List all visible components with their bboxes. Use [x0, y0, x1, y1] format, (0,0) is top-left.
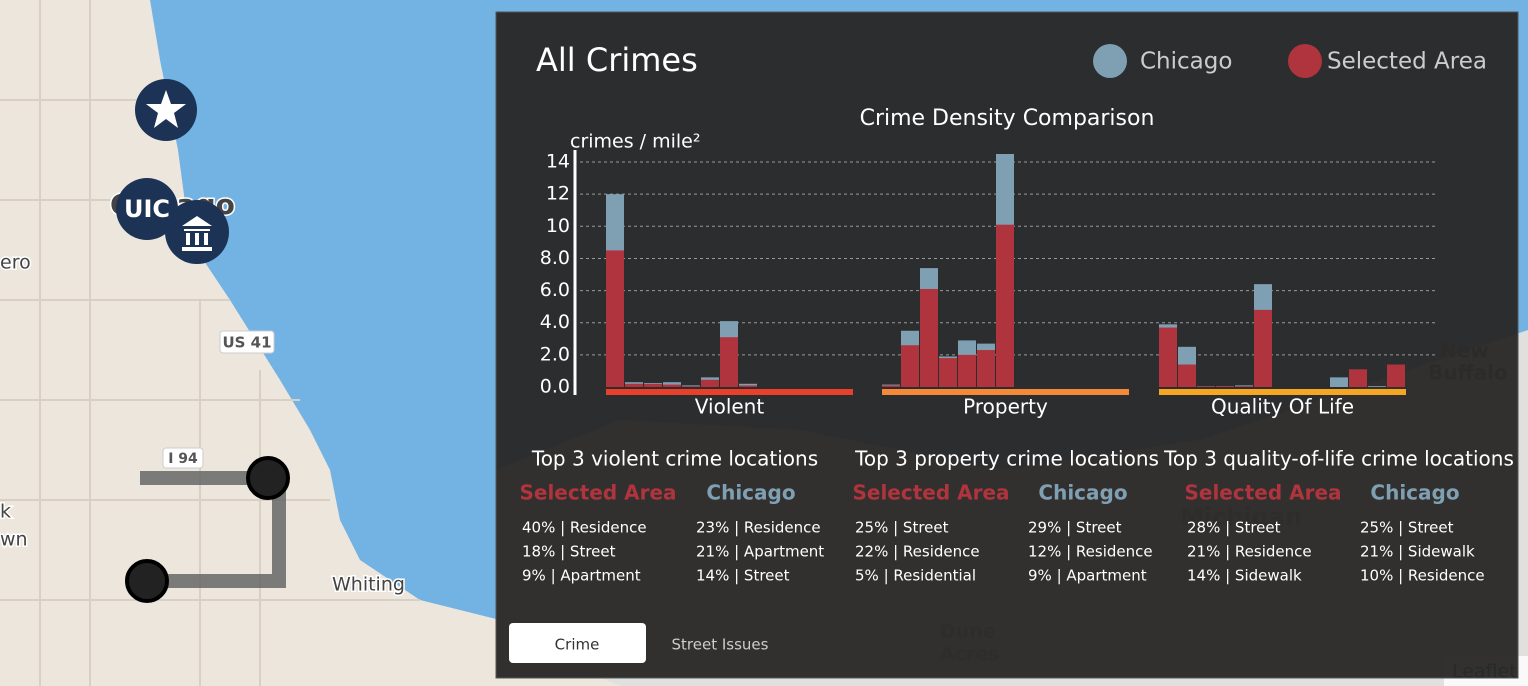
- bar: [663, 384, 681, 387]
- tab-active[interactable]: [509, 623, 646, 663]
- location-row: 21% | Apartment: [696, 543, 824, 561]
- map-label: wn: [0, 529, 28, 551]
- locations-heading: Top 3 property crime locations: [854, 447, 1159, 471]
- locations-heading: Top 3 quality-of-life crime locations: [1163, 447, 1514, 471]
- map-label: Whiting: [332, 574, 405, 596]
- group-underline: [1159, 389, 1406, 395]
- bar: [1178, 364, 1196, 387]
- y-tick-label: 14: [546, 151, 570, 173]
- location-row: 28% | Street: [1187, 519, 1281, 537]
- bar: [720, 337, 738, 387]
- group-label: Quality Of Life: [1211, 395, 1354, 419]
- selected-heading: Selected Area: [852, 481, 1009, 505]
- bar: [1387, 364, 1405, 387]
- locations-heading: Top 3 violent crime locations: [531, 447, 818, 471]
- bar: [1235, 386, 1253, 387]
- bar: [1368, 386, 1386, 387]
- map-label: ero: [0, 252, 31, 274]
- bar: [606, 250, 624, 387]
- group-underline: [882, 389, 1129, 395]
- location-row: 21% | Residence: [1187, 543, 1312, 561]
- map-marker[interactable]: [165, 200, 229, 264]
- y-tick-label: 0.0: [540, 376, 570, 398]
- group-underline: [606, 389, 853, 395]
- chicago-heading: Chicago: [1370, 481, 1459, 505]
- tab-label[interactable]: Street Issues: [672, 636, 769, 654]
- y-tick-label: 8.0: [540, 247, 570, 269]
- bar: [739, 385, 757, 387]
- location-row: 21% | Sidewalk: [1360, 543, 1475, 561]
- map-label: I 94: [168, 451, 198, 467]
- map-marker[interactable]: [116, 178, 178, 240]
- bar: [939, 358, 957, 387]
- bar: [920, 288, 938, 387]
- location-row: 29% | Street: [1028, 519, 1122, 537]
- y-tick-label: 6.0: [540, 279, 570, 301]
- selection-area: [140, 471, 286, 588]
- marker-label: UIC: [124, 195, 170, 223]
- bar: [977, 350, 995, 387]
- bar: [1254, 309, 1272, 387]
- shield: [162, 447, 204, 469]
- location-row: 10% | Residence: [1360, 567, 1485, 585]
- museum-icon: [182, 216, 212, 251]
- bar: [882, 385, 900, 387]
- location-row: 25% | Street: [1360, 519, 1454, 537]
- bar: [1216, 386, 1234, 387]
- shield: [219, 330, 275, 354]
- location-row: 18% | Street: [522, 543, 616, 561]
- location-row: 5% | Residential: [855, 567, 976, 585]
- bar: [1330, 377, 1348, 387]
- legend-label: Chicago: [1140, 49, 1232, 75]
- bar: [644, 383, 662, 387]
- tab-label[interactable]: Crime: [555, 636, 600, 654]
- bar: [682, 386, 700, 387]
- y-tick-label: 12: [546, 183, 570, 205]
- group-label: Property: [963, 395, 1048, 419]
- location-row: 40% | Residence: [522, 519, 647, 537]
- legend-label: Selected Area: [1327, 49, 1487, 75]
- legend-swatch: [1093, 44, 1127, 78]
- location-row: 23% | Residence: [696, 519, 821, 537]
- location-row: 9% | Apartment: [522, 567, 641, 585]
- chicago-heading: Chicago: [706, 481, 795, 505]
- y-tick-label: 4.0: [540, 311, 570, 333]
- y-tick-label: 2.0: [540, 343, 570, 365]
- location-row: 22% | Residence: [855, 543, 980, 561]
- bar: [701, 379, 719, 387]
- bar: [625, 383, 643, 387]
- location-row: 14% | Street: [696, 567, 790, 585]
- selected-heading: Selected Area: [1184, 481, 1341, 505]
- bar: [1349, 369, 1367, 387]
- bar: [1235, 385, 1253, 387]
- bar: [682, 385, 700, 387]
- bar: [1197, 386, 1215, 387]
- map-label: US 41: [222, 334, 271, 352]
- group-label: Violent: [695, 395, 765, 419]
- location-row: 12% | Residence: [1028, 543, 1153, 561]
- chicago-heading: Chicago: [1038, 481, 1127, 505]
- bar: [996, 224, 1014, 387]
- y-tick-label: 10: [546, 215, 570, 237]
- map-label: k: [0, 501, 11, 523]
- legend-swatch: [1288, 44, 1322, 78]
- location-row: 14% | Sidewalk: [1187, 567, 1302, 585]
- chart-title: Crime Density Comparison: [860, 106, 1155, 131]
- location-row: 9% | Apartment: [1028, 567, 1147, 585]
- selected-heading: Selected Area: [519, 481, 676, 505]
- bar: [901, 345, 919, 387]
- land: [0, 0, 620, 686]
- panel-title: All Crimes: [536, 41, 698, 79]
- selection-handle[interactable]: [246, 456, 290, 500]
- location-row: 25% | Street: [855, 519, 949, 537]
- bar: [958, 354, 976, 387]
- bar: [1159, 327, 1177, 387]
- selection-handle[interactable]: [125, 559, 169, 603]
- star-icon: [146, 90, 186, 128]
- axis-label: crimes / mile²: [570, 131, 701, 153]
